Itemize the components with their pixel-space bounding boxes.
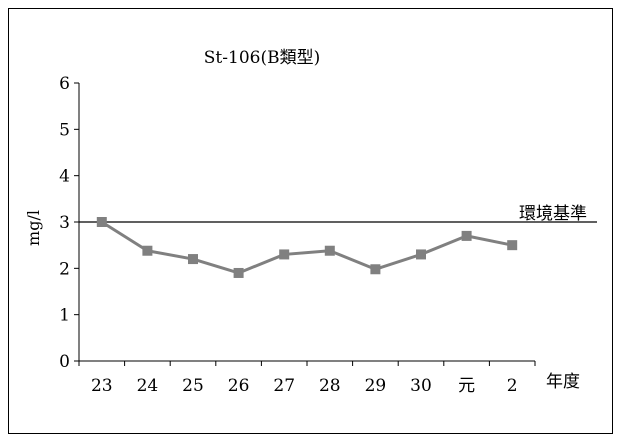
chart-title: St-106(B類型) bbox=[204, 48, 320, 68]
x-tick-label: 25 bbox=[182, 376, 204, 396]
x-tick-label: 26 bbox=[228, 376, 250, 396]
data-point bbox=[96, 217, 107, 227]
x-tick-label: 23 bbox=[91, 376, 113, 396]
data-point bbox=[416, 249, 426, 260]
y-tick-label: 3 bbox=[59, 213, 70, 233]
x-tick-label: 元 bbox=[458, 376, 475, 396]
y-axis-label: mg/l bbox=[24, 210, 43, 246]
series-line bbox=[101, 220, 513, 275]
data-point bbox=[279, 249, 290, 260]
data-point bbox=[233, 267, 244, 278]
reference-line-label: 環境基準 bbox=[519, 204, 587, 224]
x-tick-label: 24 bbox=[137, 376, 159, 396]
x-tick-label: 30 bbox=[410, 376, 432, 396]
y-tick-label: 0 bbox=[59, 352, 70, 372]
x-tick-label: 29 bbox=[365, 376, 387, 396]
data-point bbox=[188, 254, 198, 265]
x-tick-label: 28 bbox=[319, 376, 341, 396]
data-point bbox=[324, 245, 335, 256]
data-point bbox=[507, 240, 518, 251]
y-tick-label: 5 bbox=[59, 120, 70, 140]
x-axis-label: 年度 bbox=[546, 372, 580, 392]
x-tick-label: 2 bbox=[507, 376, 518, 396]
chart-frame: 0 1 2 3 4 5 6 23 24 25 26 27 28 29 30 元 2 St-106(B類型) mg/l… bbox=[8, 8, 613, 434]
data-point bbox=[142, 245, 153, 256]
data-point bbox=[461, 230, 472, 241]
y-tick-label: 2 bbox=[59, 259, 70, 279]
y-tick-label: 6 bbox=[59, 74, 70, 94]
y-tick-label: 4 bbox=[59, 167, 70, 187]
data-point bbox=[370, 264, 381, 275]
y-tick-label: 1 bbox=[59, 306, 70, 326]
x-tick-label: 27 bbox=[273, 376, 295, 396]
